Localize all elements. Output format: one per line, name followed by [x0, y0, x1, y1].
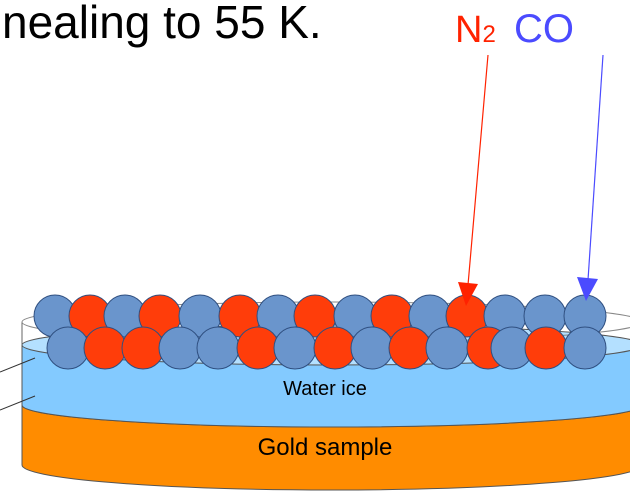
co-molecule — [426, 327, 468, 369]
title: nealing to 55 K. — [2, 0, 322, 48]
diagram: Water ice Gold sample nealing to 55 K. N… — [0, 0, 630, 499]
co-arrow — [588, 55, 603, 280]
co-molecule — [351, 327, 393, 369]
co-molecule — [274, 327, 316, 369]
n2-molecule — [389, 327, 431, 369]
n2-text: N — [455, 9, 482, 51]
n2-sub: 2 — [482, 21, 495, 48]
n2-molecule — [525, 327, 567, 369]
n2-molecule — [84, 327, 126, 369]
n2-arrow — [468, 55, 488, 285]
n2-molecule — [237, 327, 279, 369]
n2-molecule — [314, 327, 356, 369]
n2-molecule — [122, 327, 164, 369]
gold-label: Gold sample — [258, 434, 393, 461]
co-molecule — [47, 327, 89, 369]
co-molecule — [159, 327, 201, 369]
co-label: CO — [514, 7, 574, 51]
n2-label: N2 — [455, 9, 496, 51]
co-molecule — [197, 327, 239, 369]
water-label: Water ice — [283, 378, 367, 400]
co-molecule — [564, 327, 606, 369]
